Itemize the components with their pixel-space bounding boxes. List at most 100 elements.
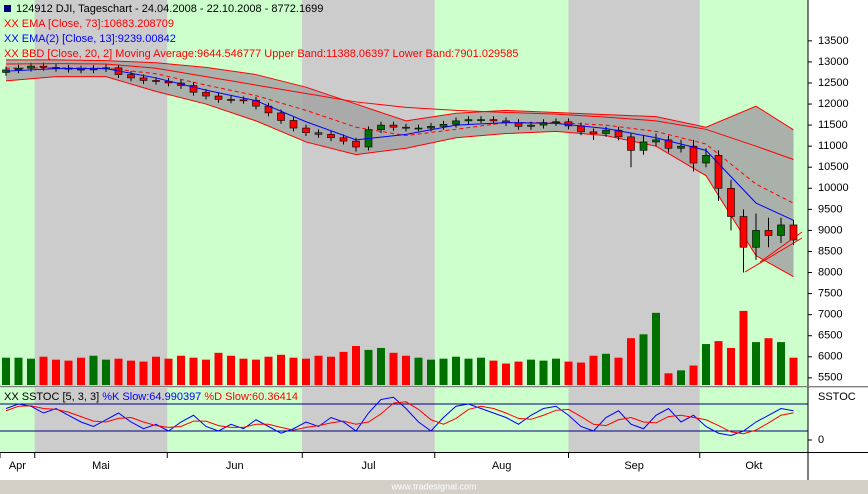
volume-bar xyxy=(452,356,460,385)
candle-body xyxy=(377,124,385,131)
candle-body xyxy=(764,230,773,236)
volume-bar xyxy=(39,356,48,385)
y-tick-label: 11000 xyxy=(818,140,848,152)
volume-bar xyxy=(464,358,473,385)
candle-body xyxy=(739,216,748,248)
candle-body xyxy=(689,145,698,164)
month-band xyxy=(167,388,303,452)
volume-bar xyxy=(702,344,710,385)
y-tick-label: 10000 xyxy=(818,182,849,194)
y-tick-label: 8000 xyxy=(818,266,842,278)
volume-bar xyxy=(539,360,548,385)
month-band xyxy=(302,0,435,386)
watermark: www.tradesignal.com xyxy=(390,481,476,491)
legend-entry: %D Slow:60.36414 xyxy=(204,391,298,403)
candle-body xyxy=(202,91,210,97)
candle-body xyxy=(39,65,48,68)
candle-body xyxy=(727,187,735,217)
volume-bar xyxy=(264,356,273,385)
volume-bar xyxy=(289,357,298,385)
month-band xyxy=(568,0,700,386)
volume-bar xyxy=(477,357,485,385)
band-upper xyxy=(6,59,794,131)
candle-body xyxy=(714,155,723,189)
candle-body xyxy=(214,95,223,100)
volume-bar xyxy=(139,361,148,385)
y-tick-label: 13500 xyxy=(818,35,849,47)
volume-bar xyxy=(214,352,223,385)
y-tick-label: 7500 xyxy=(818,288,842,300)
candle-body xyxy=(752,230,760,248)
volume-bar xyxy=(689,365,698,385)
volume-bar xyxy=(339,351,348,385)
candle-body xyxy=(77,68,85,71)
volume-bar xyxy=(589,355,598,385)
x-tick-label: Mai xyxy=(92,460,110,472)
volume-bar xyxy=(677,370,685,385)
volume-bar xyxy=(64,360,73,385)
volume-bar xyxy=(639,334,648,385)
legend-entry: XX EMA [Close, 73]:10683.208709 xyxy=(4,18,174,30)
volume-bar xyxy=(502,363,510,385)
volume-bar xyxy=(377,347,385,385)
volume-bar xyxy=(152,356,160,385)
chart-header: 124912 DJI, Tageschart - 24.04.2008 - 22… xyxy=(16,3,323,15)
y-tick-label: 5500 xyxy=(818,372,842,384)
month-band xyxy=(167,0,303,386)
month-band xyxy=(568,388,700,452)
candle-body xyxy=(552,121,560,124)
x-tick-label: Aug xyxy=(492,460,512,472)
candle-body xyxy=(577,125,585,133)
candle-body xyxy=(427,126,435,129)
volume-bar xyxy=(77,357,85,385)
candle-body xyxy=(152,80,160,82)
candle-body xyxy=(464,119,473,122)
candle-body xyxy=(127,74,135,79)
candle-body xyxy=(789,224,798,241)
candle-body xyxy=(289,120,298,129)
candle-body xyxy=(339,137,348,142)
candle-body xyxy=(302,127,310,133)
candle-body xyxy=(277,112,285,121)
y-tick-label: 12000 xyxy=(818,98,849,110)
volume-bar xyxy=(102,359,110,385)
y-tick-label: 12500 xyxy=(818,77,849,89)
month-band xyxy=(0,388,35,452)
plot: 5500 6000 6500 7000 7500 8000 8500 9000 9500 1000… xyxy=(0,35,849,446)
volume-bar xyxy=(714,341,723,385)
volume-bar xyxy=(739,310,748,385)
month-band xyxy=(434,0,569,386)
y-tick-label: 9500 xyxy=(818,203,842,215)
volume-bar xyxy=(577,362,585,385)
volume-bar xyxy=(239,358,248,385)
volume-bar xyxy=(627,338,635,385)
volume-bar xyxy=(364,349,373,385)
candle-body xyxy=(327,134,335,139)
candle-body xyxy=(639,141,648,151)
volume-bar xyxy=(527,359,535,385)
volume-bar xyxy=(777,342,785,385)
volume-bar xyxy=(277,354,285,385)
stoch-line xyxy=(5,401,794,435)
y-tick-label: 10500 xyxy=(818,161,849,173)
volume-bar xyxy=(114,358,123,385)
volume-bar xyxy=(227,355,235,385)
candle-body xyxy=(452,120,460,125)
x-tick-label: Sep xyxy=(624,460,644,472)
y-tick-label: 8500 xyxy=(818,245,842,257)
volume-bar xyxy=(752,342,760,385)
volume-bar xyxy=(764,338,773,385)
y-tick-label: 7000 xyxy=(818,309,842,321)
candle-body xyxy=(314,132,323,135)
band-middle xyxy=(5,67,794,204)
candle-body xyxy=(352,140,360,148)
band-lower xyxy=(5,76,794,278)
candle-body xyxy=(702,155,710,164)
y-tick-label: 0 xyxy=(818,434,824,446)
y-tick-label: 11500 xyxy=(818,119,848,131)
ema-line xyxy=(5,63,794,160)
candle-body xyxy=(652,139,660,143)
volume-bar xyxy=(52,359,60,385)
volume-bar xyxy=(127,360,135,385)
